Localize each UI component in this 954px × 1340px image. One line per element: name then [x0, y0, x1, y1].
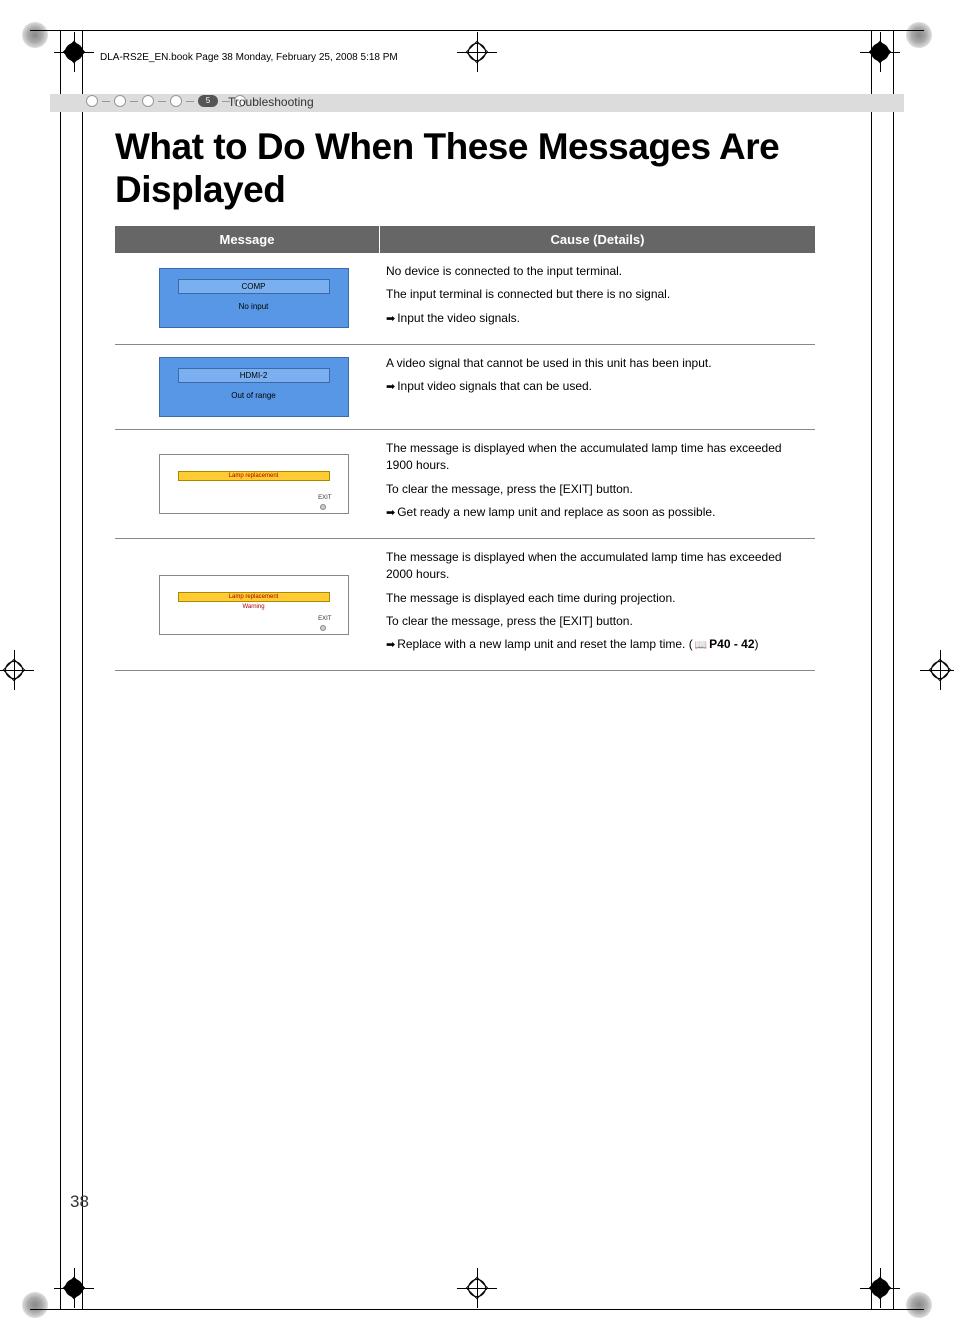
table-row: HDMI-2 Out of range A video signal that ca…	[115, 345, 815, 430]
warning-label: Warning	[160, 604, 348, 610]
corner-ornament	[22, 22, 48, 48]
message-line2: No input	[160, 302, 348, 311]
cause-text: The message is displayed when the accumu…	[386, 549, 809, 584]
crop-line	[30, 30, 924, 31]
message-line1: COMP	[178, 279, 330, 294]
lamp-replacement-bar: Lamp replacement	[178, 592, 330, 602]
exit-button-icon	[320, 625, 326, 631]
message-box: HDMI-2 Out of range	[159, 357, 349, 417]
col-header-message: Message	[115, 226, 380, 253]
registration-mark	[457, 32, 497, 72]
message-box: Lamp replacement EXIT	[159, 454, 349, 514]
cause-cell: A video signal that cannot be used in th…	[380, 345, 815, 429]
crop-line	[82, 30, 83, 1310]
cause-cell: The message is displayed when the accumu…	[380, 430, 815, 538]
cause-text: To clear the message, press the [EXIT] b…	[386, 481, 809, 498]
exit-button-icon	[320, 504, 326, 510]
crop-line	[30, 1309, 924, 1310]
table-row: Lamp replacement EXIT The message is displ…	[115, 430, 815, 539]
message-cell: HDMI-2 Out of range	[115, 345, 380, 429]
registration-mark	[54, 1268, 94, 1308]
table-header: Message Cause (Details)	[115, 226, 815, 253]
cause-text: The message is displayed each time durin…	[386, 590, 809, 607]
cause-cell: No device is connected to the input term…	[380, 253, 815, 344]
crop-line	[60, 30, 61, 1310]
crop-line	[893, 30, 894, 1310]
message-cell: Lamp replacement EXIT	[115, 430, 380, 538]
registration-mark	[860, 32, 900, 72]
page-title: What to Do When These Messages Are Displ…	[115, 126, 839, 212]
lamp-replacement-bar: Lamp replacement	[178, 471, 330, 481]
registration-mark	[457, 1268, 497, 1308]
page-ref-icon	[693, 637, 709, 651]
exit-label: EXIT	[318, 616, 331, 622]
cause-cell: The message is displayed when the accumu…	[380, 539, 815, 671]
cause-text: To clear the message, press the [EXIT] b…	[386, 613, 809, 630]
message-box: Lamp replacement Warning EXIT	[159, 575, 349, 635]
col-header-cause: Cause (Details)	[380, 226, 815, 253]
cause-text: The input terminal is connected but ther…	[386, 286, 809, 303]
corner-ornament	[22, 1292, 48, 1318]
messages-table: Message Cause (Details) COMP No input No d…	[115, 226, 815, 671]
corner-ornament	[906, 1292, 932, 1318]
action-text: Replace with a new lamp unit and reset t…	[386, 636, 809, 654]
action-text: Input the video signals.	[386, 310, 809, 328]
cause-text: No device is connected to the input term…	[386, 263, 809, 280]
action-text: Input video signals that can be used.	[386, 378, 809, 396]
exit-label: EXIT	[318, 495, 331, 501]
registration-mark	[0, 650, 34, 690]
message-line1: HDMI-2	[178, 368, 330, 383]
table-row: COMP No input No device is connected to th…	[115, 253, 815, 345]
cause-text: The message is displayed when the accumu…	[386, 440, 809, 475]
message-line2: Out of range	[160, 391, 348, 400]
message-cell: COMP No input	[115, 253, 380, 344]
page-number: 38	[70, 1192, 89, 1212]
table-row: Lamp replacement Warning EXIT The message i…	[115, 539, 815, 672]
file-header: DLA-RS2E_EN.book Page 38 Monday, Februar…	[100, 52, 398, 63]
crop-line	[871, 30, 872, 1310]
registration-mark	[860, 1268, 900, 1308]
registration-mark	[920, 650, 954, 690]
registration-mark	[54, 32, 94, 72]
cause-text: A video signal that cannot be used in th…	[386, 355, 809, 372]
section-label: Troubleshooting	[228, 95, 314, 109]
page-ref: P40 - 42	[709, 637, 754, 651]
message-box: COMP No input	[159, 268, 349, 328]
action-text: Get ready a new lamp unit and replace as…	[386, 504, 809, 522]
section-indicator: 5	[86, 95, 246, 107]
corner-ornament	[906, 22, 932, 48]
message-cell: Lamp replacement Warning EXIT	[115, 539, 380, 671]
